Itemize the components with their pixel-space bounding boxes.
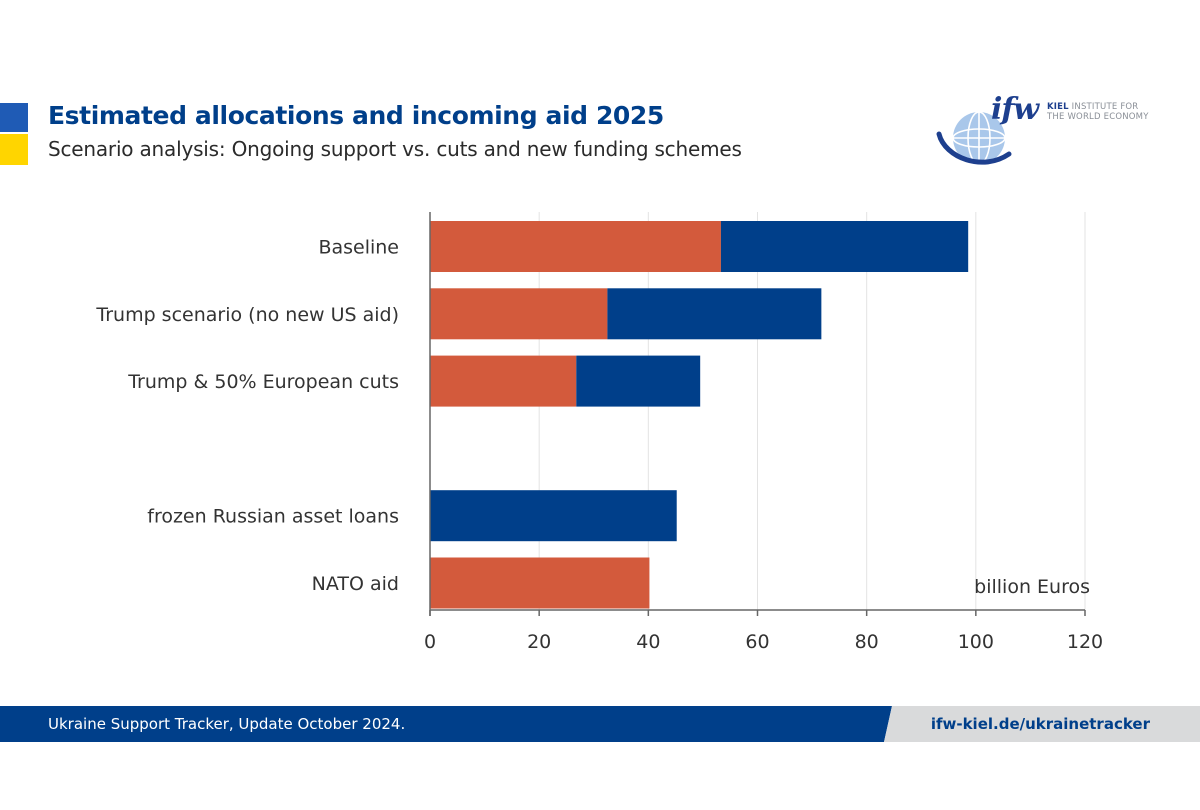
x-tick-label-100: 100 [958,631,994,653]
x-tick-label-120: 120 [1067,631,1103,653]
logo-line2: THE WORLD ECONOMY [1047,112,1149,122]
x-tick-label-80: 80 [855,631,879,653]
bar-2-series-0 [430,355,577,407]
bar-4-series-1 [430,490,677,542]
globe-icon [936,111,1012,165]
category-label-1: Trump scenario (no new US aid) [95,304,399,326]
x-tick-label-20: 20 [527,631,551,653]
footer-link-bar[interactable]: ifw-kiel.de/ukrainetracker [884,706,1200,742]
logo-text: KIEL INSTITUTE FOR THE WORLD ECONOMY [1047,102,1167,122]
x-tick-label-0: 0 [424,631,436,653]
bar-0-series-0 [430,221,721,272]
flag-yellow-block [0,134,28,165]
x-axis-label: billion Euros [974,576,1090,598]
flag-blue-block [0,103,28,132]
chart-subtitle: Scenario analysis: Ongoing support vs. c… [48,137,742,161]
logo-mark: ifw [991,92,1039,127]
footer-link[interactable]: ifw-kiel.de/ukrainetracker [930,715,1150,733]
category-label-2: Trump & 50% European cuts [127,371,399,393]
footer-source-text: Ukraine Support Tracker, Update October … [48,715,406,733]
category-label-0: Baseline [318,237,399,259]
logo-line1-bold: KIEL [1047,102,1069,112]
chart-title: Estimated allocations and incoming aid 2… [48,101,664,130]
logo-line1-rest: INSTITUTE FOR [1068,102,1139,112]
bar-5-series-0 [430,557,650,609]
x-tick-label-60: 60 [745,631,769,653]
bar-0-series-1 [720,221,969,272]
x-tick-label-40: 40 [636,631,660,653]
footer-source-bar: Ukraine Support Tracker, Update October … [0,706,892,742]
category-label-4: frozen Russian asset loans [147,506,399,528]
ifw-logo: ifw KIEL INSTITUTE FOR THE WORLD ECONOMY [935,92,1165,174]
bar-chart: Baseline Trump scenario (no new US aid) Tr… [95,212,1103,653]
bar-1-series-1 [607,288,822,340]
bar-2-series-1 [576,355,701,407]
bar-1-series-0 [430,288,608,340]
category-label-5: NATO aid [312,573,399,595]
